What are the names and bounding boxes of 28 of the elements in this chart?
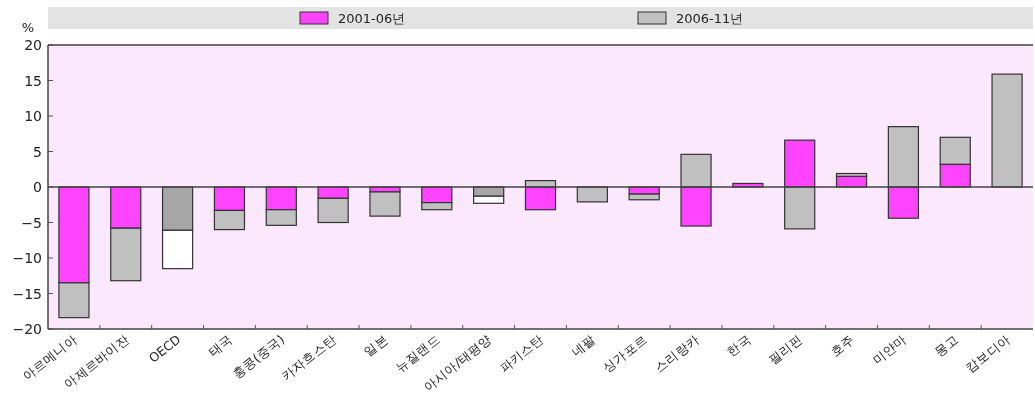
bar bbox=[680, 153, 712, 188]
legend-label: 2006-11년 bbox=[676, 11, 744, 26]
x-tick-label: 네팔 bbox=[568, 331, 599, 360]
bar bbox=[887, 186, 920, 219]
bar bbox=[991, 73, 1023, 188]
bar bbox=[784, 186, 816, 230]
y-tick-label: −15 bbox=[12, 285, 42, 302]
y-tick-label: 10 bbox=[24, 108, 42, 124]
y-tick-label: 15 bbox=[24, 72, 42, 89]
bar bbox=[576, 186, 608, 203]
x-tick-label: 일본 bbox=[361, 331, 391, 360]
y-tick-label: −5 bbox=[21, 214, 42, 231]
y-tick-label: 20 bbox=[24, 37, 42, 53]
legend-label: 2001-06년 bbox=[338, 11, 406, 26]
x-tick-label: 몽고 bbox=[931, 331, 962, 360]
y-axis-title: % bbox=[21, 20, 35, 35]
bar bbox=[524, 186, 557, 211]
y-tick-label: −10 bbox=[12, 250, 42, 266]
bar bbox=[887, 126, 920, 188]
bar bbox=[369, 191, 401, 217]
y-tick-label: 5 bbox=[33, 143, 42, 160]
y-tick-label: −20 bbox=[12, 321, 42, 337]
y-tick-label: 0 bbox=[33, 179, 42, 195]
x-tick-label: 태국 bbox=[205, 331, 236, 360]
x-tick-label: 호주 bbox=[827, 331, 858, 360]
x-tick-label: 한국 bbox=[723, 331, 754, 360]
bar bbox=[680, 186, 712, 227]
bar bbox=[784, 139, 816, 188]
